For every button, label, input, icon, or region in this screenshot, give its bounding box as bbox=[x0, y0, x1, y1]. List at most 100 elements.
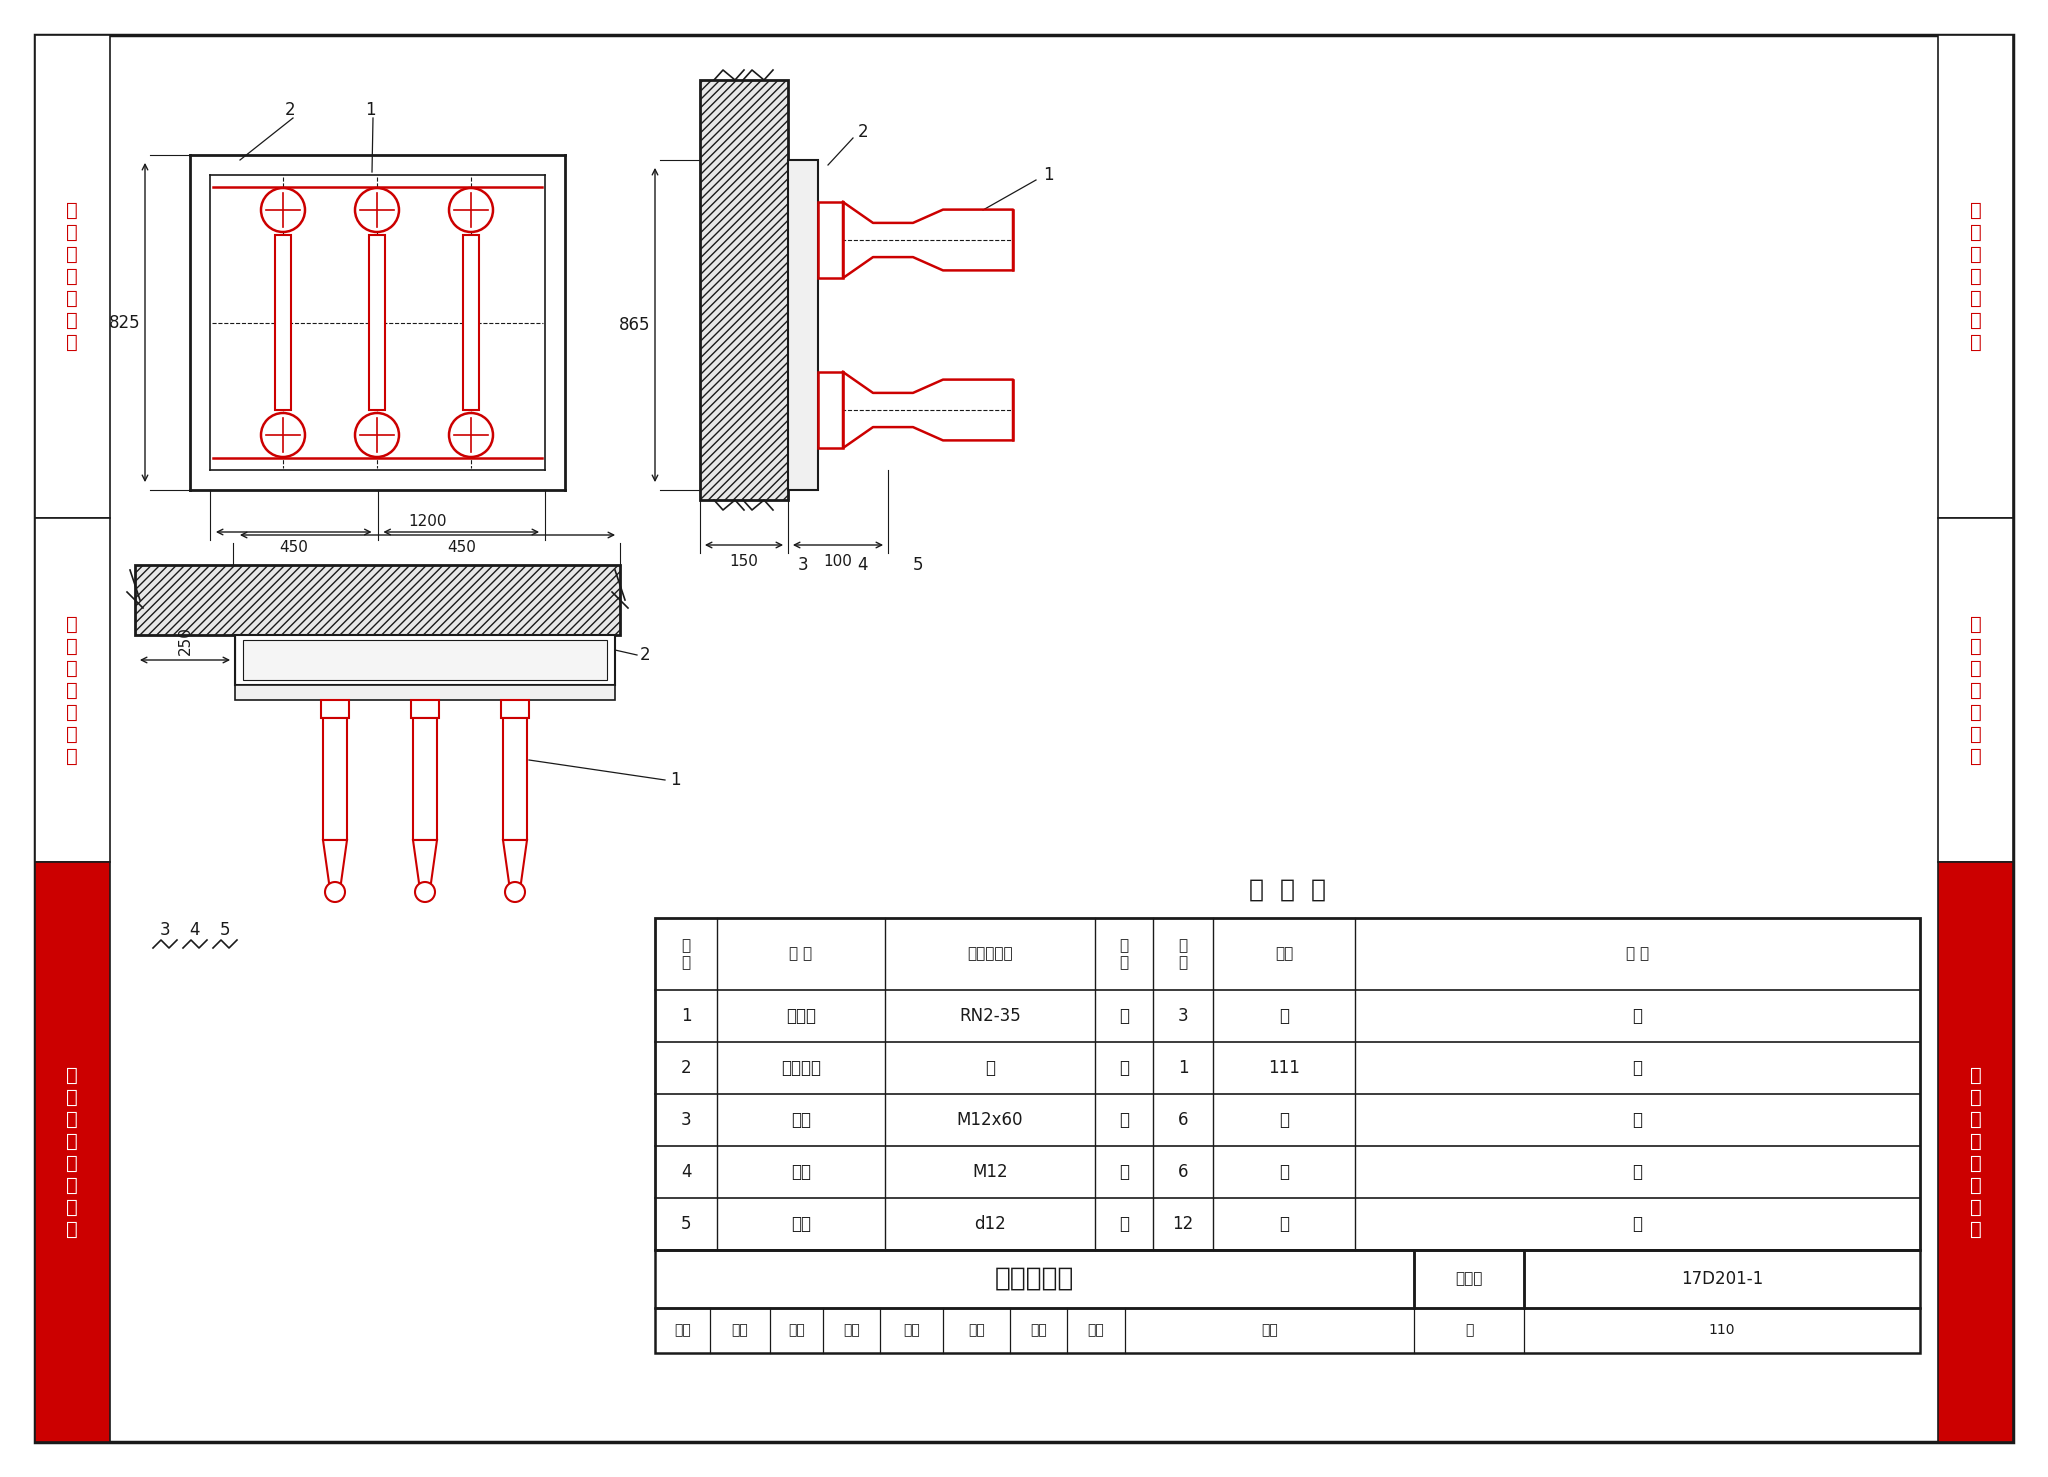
Text: 陈旭: 陈旭 bbox=[731, 1323, 748, 1338]
Text: 100: 100 bbox=[823, 554, 852, 569]
Text: 备 注: 备 注 bbox=[1626, 947, 1649, 962]
Text: 页次: 页次 bbox=[1274, 947, 1292, 962]
Bar bbox=[236, 635, 614, 685]
Text: 450: 450 bbox=[279, 541, 307, 555]
Text: 1: 1 bbox=[365, 100, 375, 120]
Text: 110: 110 bbox=[1708, 1323, 1735, 1338]
Text: 1: 1 bbox=[1178, 1059, 1188, 1077]
Bar bbox=[463, 235, 479, 411]
Text: 个: 个 bbox=[1118, 1111, 1128, 1128]
Text: 2: 2 bbox=[858, 123, 868, 140]
Circle shape bbox=[449, 414, 494, 456]
Text: 校对: 校对 bbox=[844, 1323, 860, 1338]
Bar bbox=[502, 700, 528, 718]
Text: 1200: 1200 bbox=[408, 514, 446, 529]
Text: 个: 个 bbox=[1118, 1162, 1128, 1182]
Bar bbox=[504, 718, 526, 840]
Text: －: － bbox=[1280, 1111, 1288, 1128]
Bar bbox=[244, 640, 606, 679]
Text: 型号及规格: 型号及规格 bbox=[967, 947, 1014, 962]
Bar bbox=[412, 700, 438, 718]
Text: －: － bbox=[1632, 1216, 1642, 1233]
Text: 设计: 设计 bbox=[1030, 1323, 1047, 1338]
Text: 825: 825 bbox=[109, 313, 139, 331]
Circle shape bbox=[416, 882, 434, 902]
Bar bbox=[655, 1309, 1921, 1353]
Bar bbox=[655, 1250, 1413, 1309]
Text: 2: 2 bbox=[639, 645, 651, 665]
Bar bbox=[817, 202, 844, 278]
Text: 150: 150 bbox=[729, 554, 758, 569]
Circle shape bbox=[449, 188, 494, 232]
Text: 2: 2 bbox=[285, 100, 295, 120]
Text: 常
用
设
备
构
件
安
装: 常 用 设 备 构 件 安 装 bbox=[1970, 1065, 1982, 1239]
Bar bbox=[35, 518, 111, 863]
Text: 450: 450 bbox=[446, 541, 475, 555]
Bar bbox=[1413, 1250, 1524, 1309]
Text: 12: 12 bbox=[1171, 1216, 1194, 1233]
Text: 土
建
设
计
任
务
图: 土 建 设 计 任 务 图 bbox=[66, 614, 78, 765]
Text: －: － bbox=[1632, 1059, 1642, 1077]
Text: 名 称: 名 称 bbox=[788, 947, 813, 962]
Text: 4: 4 bbox=[190, 922, 201, 939]
Bar bbox=[135, 566, 621, 635]
Text: M12: M12 bbox=[973, 1162, 1008, 1182]
Bar bbox=[817, 372, 844, 448]
Text: 250: 250 bbox=[178, 626, 193, 654]
Text: 6: 6 bbox=[1178, 1162, 1188, 1182]
Text: 安装支架: 安装支架 bbox=[780, 1059, 821, 1077]
Text: 5: 5 bbox=[913, 555, 924, 575]
Bar bbox=[700, 80, 788, 501]
Text: 变
压
器
室
布
置
图: 变 压 器 室 布 置 图 bbox=[66, 201, 78, 352]
Text: 编
号: 编 号 bbox=[682, 938, 690, 970]
Bar bbox=[35, 35, 111, 518]
Text: －: － bbox=[1280, 1007, 1288, 1025]
Circle shape bbox=[354, 188, 399, 232]
Text: 熔断器安装: 熔断器安装 bbox=[995, 1266, 1075, 1292]
Text: 1: 1 bbox=[680, 1007, 692, 1025]
Circle shape bbox=[506, 882, 524, 902]
Text: －: － bbox=[1280, 1216, 1288, 1233]
Bar bbox=[700, 80, 788, 501]
Text: 个: 个 bbox=[1118, 1059, 1128, 1077]
Text: d12: d12 bbox=[975, 1216, 1006, 1233]
Polygon shape bbox=[504, 840, 526, 891]
Text: 111: 111 bbox=[1268, 1059, 1300, 1077]
Text: 单
位: 单 位 bbox=[1120, 938, 1128, 970]
Bar bbox=[655, 919, 1921, 1250]
Text: 865: 865 bbox=[618, 316, 649, 334]
Circle shape bbox=[260, 188, 305, 232]
Bar bbox=[35, 863, 111, 1442]
Text: 陈旭: 陈旭 bbox=[788, 1323, 805, 1338]
Text: 杨铭: 杨铭 bbox=[903, 1323, 920, 1338]
Circle shape bbox=[354, 414, 399, 456]
Polygon shape bbox=[414, 840, 436, 891]
Text: 土
建
设
计
任
务
图: 土 建 设 计 任 务 图 bbox=[1970, 614, 1982, 765]
Text: 明  细  表: 明 细 表 bbox=[1249, 877, 1325, 902]
Text: 2: 2 bbox=[680, 1059, 692, 1077]
Text: －: － bbox=[1280, 1162, 1288, 1182]
Text: RN2-35: RN2-35 bbox=[958, 1007, 1020, 1025]
Text: 常
用
设
备
构
件
安
装: 常 用 设 备 构 件 安 装 bbox=[66, 1065, 78, 1239]
Circle shape bbox=[260, 414, 305, 456]
Circle shape bbox=[326, 882, 344, 902]
Bar bbox=[788, 160, 817, 490]
Bar bbox=[414, 718, 436, 840]
Text: 17D201-1: 17D201-1 bbox=[1681, 1270, 1763, 1288]
Bar bbox=[236, 685, 614, 700]
Text: 3: 3 bbox=[160, 922, 170, 939]
Text: 5: 5 bbox=[680, 1216, 692, 1233]
Text: 螺母: 螺母 bbox=[791, 1162, 811, 1182]
Text: 栋铭: 栋铭 bbox=[969, 1323, 985, 1338]
Text: 审核: 审核 bbox=[674, 1323, 690, 1338]
Bar bbox=[322, 700, 348, 718]
Text: 页: 页 bbox=[1464, 1323, 1473, 1338]
Text: －: － bbox=[985, 1059, 995, 1077]
Text: 个: 个 bbox=[1118, 1007, 1128, 1025]
Text: －: － bbox=[1632, 1162, 1642, 1182]
Text: 3: 3 bbox=[797, 555, 809, 575]
Text: 1: 1 bbox=[670, 771, 680, 789]
Text: 梁昆: 梁昆 bbox=[1262, 1323, 1278, 1338]
Text: 变
压
器
室
布
置
图: 变 压 器 室 布 置 图 bbox=[1970, 201, 1982, 352]
Bar bbox=[135, 566, 621, 635]
